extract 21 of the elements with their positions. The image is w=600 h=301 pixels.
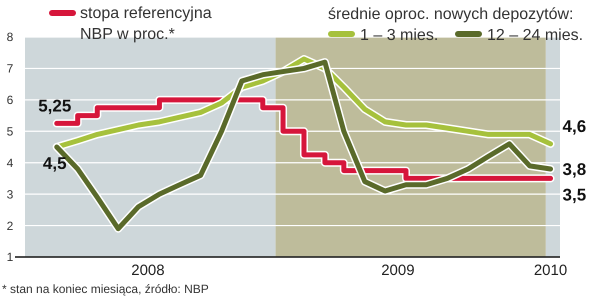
y-tick-label: 1 bbox=[6, 250, 14, 264]
legend-label: 12 – 24 mies. bbox=[487, 27, 584, 44]
y-tick-label: 4 bbox=[6, 156, 14, 170]
annotation: 5,25 bbox=[38, 96, 72, 116]
x-tick-label: 2009 bbox=[381, 262, 415, 279]
y-tick-label: 8 bbox=[6, 30, 14, 44]
annotation: 3,8 bbox=[562, 160, 586, 179]
x-tick-label: 2008 bbox=[131, 262, 165, 279]
x-tick-label: 2010 bbox=[534, 262, 568, 279]
legend-label: 1 – 3 mies. bbox=[360, 27, 438, 44]
legend-title: średnie oproc. nowych depozytów: bbox=[328, 6, 574, 23]
annotation: 4,6 bbox=[562, 116, 586, 136]
legend-label: stopa referencyjna NBP w proc.* bbox=[80, 5, 212, 43]
annotation: 4,5 bbox=[42, 154, 67, 173]
text: * stan na koniec miesiąca, źródło: NBP bbox=[2, 282, 209, 296]
y-tick-label: 3 bbox=[6, 187, 14, 202]
y-tick-label: 6 bbox=[6, 93, 14, 108]
y-tick-label: 5 bbox=[6, 124, 14, 138]
y-tick-label: 7 bbox=[6, 62, 14, 76]
y-tick-label: 2 bbox=[6, 218, 14, 233]
annotation: 3,5 bbox=[562, 185, 586, 204]
